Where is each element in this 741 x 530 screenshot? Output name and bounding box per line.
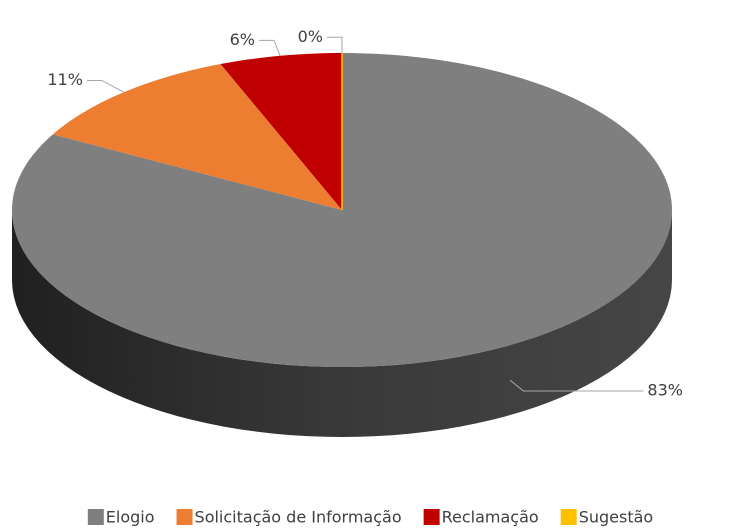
legend-label: Reclamação bbox=[442, 508, 539, 527]
slice bbox=[220, 53, 342, 210]
legend-label: Solicitação de Informação bbox=[195, 508, 402, 527]
leader-line bbox=[86, 79, 125, 93]
data-label: 11% bbox=[47, 70, 83, 89]
legend-swatch bbox=[87, 509, 104, 525]
data-label: 83% bbox=[647, 380, 683, 399]
legend-swatch bbox=[176, 509, 193, 525]
leader-line bbox=[509, 379, 644, 392]
leader-line bbox=[327, 36, 343, 53]
legend-label: Elogio bbox=[106, 508, 155, 527]
legend-swatch bbox=[423, 509, 440, 525]
slice bbox=[52, 64, 343, 211]
legend-label: Sugestão bbox=[579, 508, 654, 527]
slice-side bbox=[12, 210, 672, 437]
legend-swatch bbox=[560, 509, 577, 525]
data-label: 6% bbox=[230, 30, 255, 49]
leader-line bbox=[258, 39, 281, 56]
data-label: 0% bbox=[298, 27, 323, 46]
